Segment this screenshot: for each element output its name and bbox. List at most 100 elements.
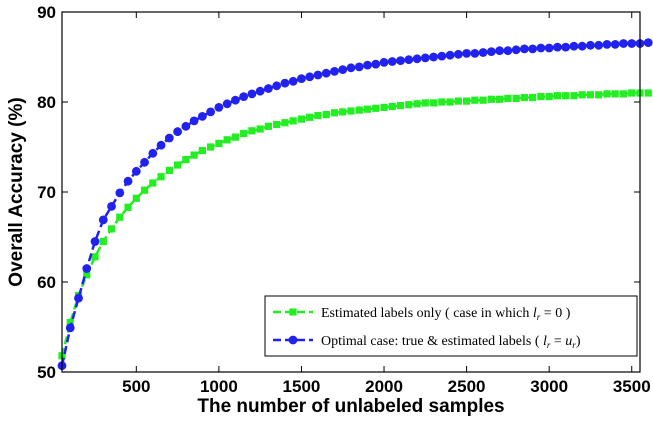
data-point-square — [463, 97, 471, 105]
legend-box — [264, 295, 638, 357]
ticks-layer: 500 1000 1500 2000 2500 3000 3500 50 60 70 80 90 — [37, 3, 651, 396]
data-point-circle — [586, 40, 595, 50]
data-point-square — [339, 108, 347, 116]
data-point-circle — [231, 95, 240, 105]
data-point-square — [174, 161, 182, 169]
data-point-square — [83, 271, 91, 279]
legend-label: Optimal case: true & estimated labels ( … — [321, 334, 581, 350]
data-point-square — [429, 99, 438, 107]
plot-frame — [61, 11, 641, 373]
x-tick-label: 500 — [122, 377, 150, 396]
data-point-circle — [214, 103, 224, 112]
data-point-circle — [346, 63, 356, 73]
data-point-square — [512, 94, 520, 102]
legend-marker-square — [289, 308, 297, 316]
data-point-circle — [222, 99, 232, 109]
data-point-square — [99, 237, 107, 246]
data-point-square — [562, 92, 570, 100]
data-point-square — [438, 98, 446, 106]
data-point-circle — [148, 148, 158, 158]
x-tick-label: 1500 — [283, 377, 321, 396]
x-tick-label: 1000 — [200, 377, 238, 396]
legend-marker-circle — [288, 335, 298, 345]
data-point-square — [124, 203, 132, 211]
data-point-circle — [288, 76, 298, 86]
legend-item-1: Estimated labels only ( case in which lr… — [273, 306, 571, 322]
data-point-square — [322, 111, 330, 119]
data-point-circle — [321, 68, 331, 78]
y-tick-label: 90 — [37, 3, 56, 22]
data-point-square — [66, 318, 74, 327]
data-point-circle — [528, 44, 538, 54]
data-point-square — [182, 156, 190, 164]
data-point-square — [520, 93, 528, 102]
data-point-circle — [511, 45, 521, 55]
data-point-square — [628, 89, 636, 97]
data-point-square — [215, 139, 223, 147]
y-tick-label: 50 — [37, 363, 56, 382]
data-point-square — [388, 102, 396, 111]
y-axis-label: Overall Accuracy (%) — [6, 97, 27, 286]
data-point-circle — [107, 202, 116, 211]
data-point-square — [421, 99, 429, 107]
data-point-circle — [445, 50, 455, 60]
data-point-square — [314, 111, 322, 120]
y-tick-label: 70 — [37, 183, 56, 202]
data-point-square — [487, 95, 495, 103]
data-point-square — [190, 151, 198, 159]
data-point-circle — [437, 51, 447, 61]
data-point-circle — [82, 264, 92, 273]
data-point-circle — [486, 47, 496, 56]
data-point-circle — [371, 59, 381, 69]
data-point-circle — [115, 188, 125, 198]
data-point-circle — [404, 55, 414, 65]
data-point-circle — [569, 41, 579, 51]
data-point-square — [231, 133, 239, 141]
x-tick-label: 2000 — [365, 377, 403, 396]
x-tick-label: 2500 — [448, 377, 486, 396]
data-point-circle — [627, 39, 637, 48]
data-point-square — [149, 179, 157, 187]
data-point-square — [396, 102, 405, 110]
data-point-circle — [313, 70, 323, 80]
series-2 — [57, 38, 653, 371]
data-point-circle — [181, 121, 191, 131]
data-point-square — [603, 90, 611, 98]
data-point-square — [471, 96, 479, 104]
data-point-circle — [420, 53, 430, 63]
data-point-circle — [354, 62, 364, 72]
data-point-square — [107, 225, 116, 233]
data-point-circle — [173, 127, 183, 137]
data-point-square — [306, 113, 314, 121]
y-tick-label: 80 — [37, 93, 56, 112]
x-tick-label: 3000 — [530, 377, 568, 396]
data-point-square — [413, 100, 421, 108]
data-point-square — [545, 93, 553, 101]
data-point-circle — [462, 49, 471, 58]
data-point-square — [644, 89, 652, 97]
data-point-circle — [602, 40, 612, 49]
data-point-circle — [594, 40, 604, 50]
data-point-circle — [90, 237, 100, 246]
data-point-square — [289, 117, 297, 125]
data-point-square — [240, 129, 248, 138]
data-point-square — [207, 143, 215, 151]
data-point-square — [380, 103, 388, 111]
data-point-square — [619, 90, 628, 98]
data-point-square — [248, 127, 256, 135]
data-point-circle — [164, 133, 174, 143]
data-point-square — [264, 122, 273, 130]
data-point-circle — [131, 166, 141, 176]
data-point-circle — [74, 293, 83, 303]
data-point-square — [281, 119, 289, 127]
data-point-circle — [297, 74, 306, 83]
data-point-square — [116, 213, 124, 221]
data-point-circle — [98, 215, 108, 225]
series-layer — [57, 38, 653, 371]
data-point-circle — [429, 52, 438, 62]
data-point-square — [355, 106, 363, 114]
data-point-square — [537, 93, 545, 101]
data-point-circle — [255, 86, 265, 96]
data-point-circle — [520, 44, 529, 54]
